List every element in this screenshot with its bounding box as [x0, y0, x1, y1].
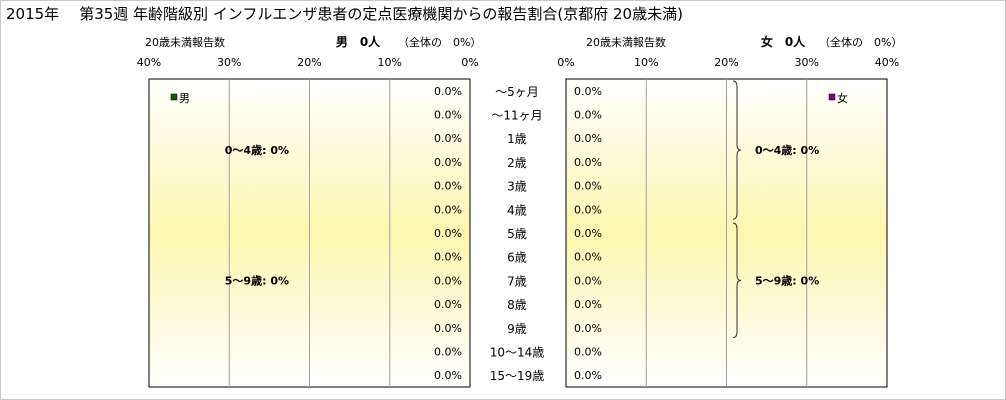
female-value-label: 0.0% [574, 85, 602, 98]
female-value-label: 0.0% [574, 227, 602, 240]
female-value-label: 0.0% [574, 180, 602, 193]
female-value-label: 0.0% [574, 369, 602, 382]
male-value-label: 0.0% [434, 203, 462, 216]
female-value-label: 0.0% [574, 298, 602, 311]
age-category-label: 4歳 [507, 203, 527, 217]
male-legend-label: 男 [179, 92, 190, 105]
age-category-label: 6歳 [507, 251, 527, 265]
age-category-label: ～5ヶ月 [495, 85, 539, 99]
male-value-label: 0.0% [434, 274, 462, 287]
male-value-label: 0.0% [434, 180, 462, 193]
female-value-label: 0.0% [574, 132, 602, 145]
male-value-label: 0.0% [434, 85, 462, 98]
male-header-count-label: 20歳未満報告数 [145, 36, 225, 49]
age-category-label: 8歳 [507, 298, 527, 312]
male-value-label: 0.0% [434, 298, 462, 311]
age-category-label: 15～19歳 [490, 369, 545, 383]
female-value-label: 0.0% [574, 251, 602, 264]
female-legend-label: 女 [837, 91, 848, 105]
male-group-label: 5～9歳: 0% [225, 273, 289, 287]
male-group-label: 0～4歳: 0% [225, 143, 289, 157]
male-value-label: 0.0% [434, 345, 462, 358]
female-group-bracket [732, 222, 742, 339]
male-x-tick-label: 0% [461, 56, 478, 69]
age-category-label: 9歳 [507, 322, 527, 336]
male-value-label: 0.0% [434, 132, 462, 145]
female-x-tick-label: 10% [634, 56, 658, 69]
female-value-label: 0.0% [574, 274, 602, 287]
age-category-label: 5歳 [507, 227, 527, 241]
male-header-share: （全体の 0%） [398, 35, 481, 49]
male-value-label: 0.0% [434, 369, 462, 382]
male-value-label: 0.0% [434, 227, 462, 240]
female-legend-marker [828, 93, 836, 101]
female-header-count-label: 20歳未満報告数 [586, 36, 666, 49]
male-value-label: 0.0% [434, 251, 462, 264]
female-value-label: 0.0% [574, 203, 602, 216]
female-value-label: 0.0% [574, 322, 602, 335]
age-category-label: 2歳 [507, 156, 527, 170]
male-value-label: 0.0% [434, 109, 462, 122]
male-x-tick-label: 10% [378, 56, 402, 69]
chart-title: 2015年 第35週 年齢階級別 インフルエンザ患者の定点医療機関からの報告割合(… [6, 3, 683, 24]
female-x-tick-label: 0% [557, 56, 574, 69]
female-header-share: （全体の 0%） [819, 35, 902, 49]
female-group-label: 5～9歳: 0% [755, 273, 819, 287]
male-header-total: 男 0人 [336, 34, 381, 49]
age-category-label: 7歳 [507, 274, 527, 288]
male-x-tick-label: 30% [217, 56, 241, 69]
male-x-tick-label: 40% [137, 56, 161, 69]
male-value-label: 0.0% [434, 322, 462, 335]
title-text: 第35週 年齢階級別 インフルエンザ患者の定点医療機関からの報告割合(京都府 2… [79, 5, 683, 23]
female-value-label: 0.0% [574, 156, 602, 169]
female-x-tick-label: 20% [714, 56, 738, 69]
age-category-label: 3歳 [507, 180, 527, 194]
female-x-tick-label: 30% [795, 56, 819, 69]
male-value-label: 0.0% [434, 156, 462, 169]
female-value-label: 0.0% [574, 345, 602, 358]
age-category-label: 10～14歳 [490, 345, 545, 359]
male-x-tick-label: 20% [297, 56, 321, 69]
female-group-label: 0～4歳: 0% [755, 143, 819, 157]
female-group-bracket [732, 80, 742, 220]
female-value-label: 0.0% [574, 109, 602, 122]
female-x-tick-label: 40% [875, 56, 899, 69]
male-legend-marker [170, 93, 178, 101]
age-category-label: 1歳 [507, 132, 527, 146]
age-category-label: ～11ヶ月 [491, 109, 542, 123]
title-year: 2015年 [6, 5, 60, 23]
female-header-total: 女 0人 [761, 34, 806, 49]
